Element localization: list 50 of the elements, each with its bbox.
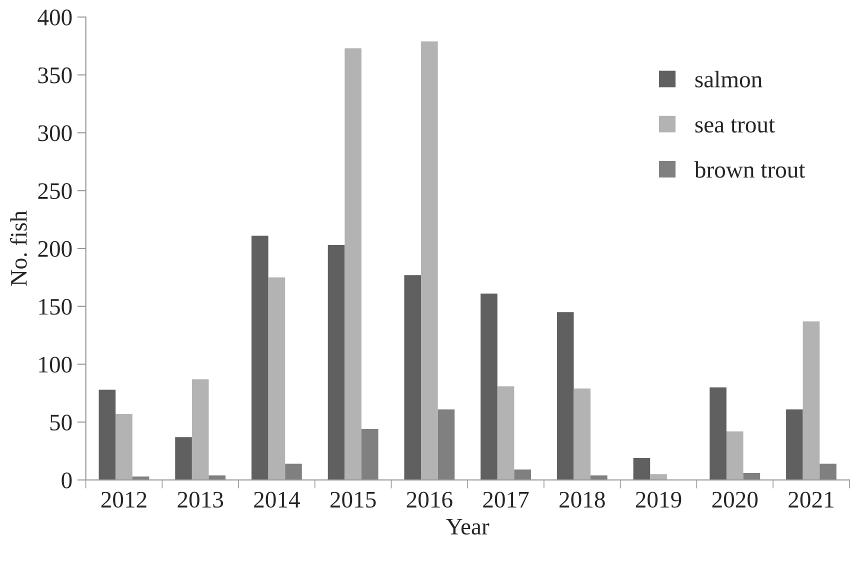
bar [252, 236, 268, 480]
bar [192, 379, 209, 480]
legend-label: salmon [695, 70, 762, 88]
bar [574, 388, 591, 480]
bar [820, 464, 836, 480]
x-axis-title: Year [446, 518, 490, 535]
bar [633, 458, 650, 480]
bar [285, 464, 302, 480]
x-tick-label: 2015 [330, 492, 376, 508]
x-tick-label: 2020 [712, 492, 758, 508]
bar [710, 387, 726, 480]
bar [438, 409, 455, 480]
y-tick-label: 250 [38, 183, 72, 200]
x-tick-label: 2016 [406, 492, 452, 508]
bar [556, 312, 574, 480]
x-tick-label: 2021 [788, 492, 834, 508]
bar [726, 431, 744, 480]
bar [268, 277, 286, 480]
bar [514, 470, 531, 480]
bar [497, 386, 514, 480]
y-tick-label: 400 [38, 10, 72, 26]
bar [786, 409, 803, 480]
x-tick-label: 2012 [101, 492, 146, 508]
bar [175, 437, 192, 480]
bar [344, 48, 362, 480]
y-tick-label: 350 [38, 67, 72, 84]
legend-label: sea trout [695, 119, 775, 133]
bar [98, 390, 116, 480]
bar [480, 294, 498, 480]
y-tick-label: 300 [38, 125, 72, 142]
x-tick-label: 2014 [254, 492, 300, 508]
x-tick-label: 2017 [483, 492, 529, 508]
y-tick-label: 0 [62, 472, 72, 488]
y-tick-label: 100 [39, 356, 72, 373]
bar [421, 41, 438, 480]
x-tick-label: 2018 [560, 492, 605, 508]
y-tick-label: 200 [38, 240, 72, 257]
bar [328, 245, 345, 480]
bar [404, 275, 422, 480]
bar [650, 474, 667, 480]
x-tick-label: 2019 [636, 492, 682, 508]
y-tick-label: 150 [39, 298, 72, 315]
y-tick-label: 50 [50, 414, 72, 431]
x-tick-label: 2013 [178, 492, 224, 508]
legend-label: brown trout [694, 161, 806, 178]
bar [116, 414, 132, 480]
bar [743, 473, 760, 480]
bar [361, 429, 378, 480]
bar [802, 321, 820, 480]
y-axis-title: No. fish [10, 210, 27, 286]
